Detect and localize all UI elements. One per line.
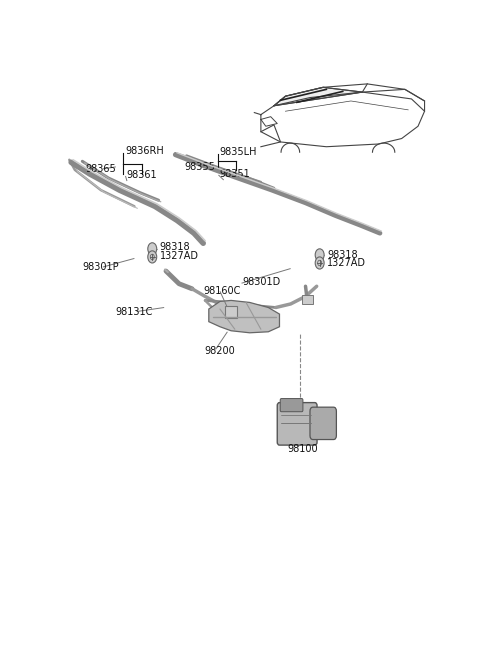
Circle shape bbox=[315, 257, 324, 269]
FancyBboxPatch shape bbox=[280, 399, 303, 412]
Text: 98200: 98200 bbox=[204, 346, 235, 356]
Text: 98131C: 98131C bbox=[115, 307, 153, 317]
FancyBboxPatch shape bbox=[225, 306, 238, 317]
Text: 98365: 98365 bbox=[85, 164, 116, 174]
Text: 98318: 98318 bbox=[327, 250, 358, 260]
Text: 9836RH: 9836RH bbox=[125, 146, 164, 156]
FancyBboxPatch shape bbox=[310, 407, 336, 440]
Text: 98301D: 98301D bbox=[242, 277, 280, 287]
Text: 9835LH: 9835LH bbox=[219, 147, 257, 156]
FancyBboxPatch shape bbox=[277, 403, 317, 445]
FancyBboxPatch shape bbox=[302, 296, 313, 304]
Text: 1327AD: 1327AD bbox=[160, 251, 199, 261]
Circle shape bbox=[148, 251, 156, 263]
Text: 98361: 98361 bbox=[126, 170, 157, 180]
Text: 98160C: 98160C bbox=[203, 286, 240, 296]
Text: 98355: 98355 bbox=[185, 162, 216, 172]
Circle shape bbox=[148, 242, 156, 255]
Text: 98351: 98351 bbox=[219, 169, 250, 179]
Text: 1327AD: 1327AD bbox=[327, 258, 366, 268]
Text: 98100: 98100 bbox=[288, 444, 318, 454]
Polygon shape bbox=[209, 300, 279, 333]
Polygon shape bbox=[274, 87, 362, 106]
Text: 98318: 98318 bbox=[160, 242, 191, 252]
Circle shape bbox=[315, 249, 324, 261]
Text: 98301P: 98301P bbox=[83, 262, 119, 272]
